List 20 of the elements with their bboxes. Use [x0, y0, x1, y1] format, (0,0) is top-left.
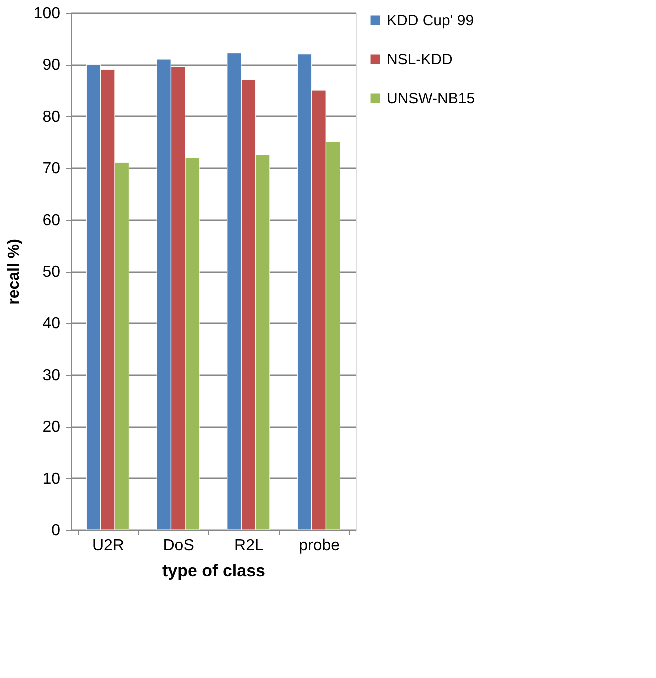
y-tick-label: 100	[34, 6, 61, 22]
y-tick-label: 70	[42, 160, 61, 178]
x-axis-title: type of class	[162, 562, 266, 580]
y-tick-label: 10	[42, 470, 61, 488]
x-tick-label: R2L	[234, 538, 264, 554]
legend-label: UNSW-NB15	[387, 90, 476, 108]
y-tick-label: 60	[42, 212, 61, 230]
x-tick-label: U2R	[92, 538, 124, 554]
y-tick-label: 50	[42, 264, 61, 281]
legend-label: KDD Cup' 99	[387, 12, 474, 30]
legend-label: NSL-KDD	[387, 52, 454, 68]
y-axis-title: recall %)	[6, 239, 23, 305]
y-tick-label: 20	[42, 419, 61, 436]
y-tick-label: 0	[52, 522, 61, 540]
y-tick-label: 90	[42, 57, 61, 74]
y-tick-label: 40	[42, 316, 61, 333]
x-tick-label: probe	[299, 538, 340, 554]
x-tick-label: DoS	[163, 538, 194, 554]
y-tick-label: 30	[42, 367, 61, 384]
y-tick-label: 80	[42, 108, 61, 126]
